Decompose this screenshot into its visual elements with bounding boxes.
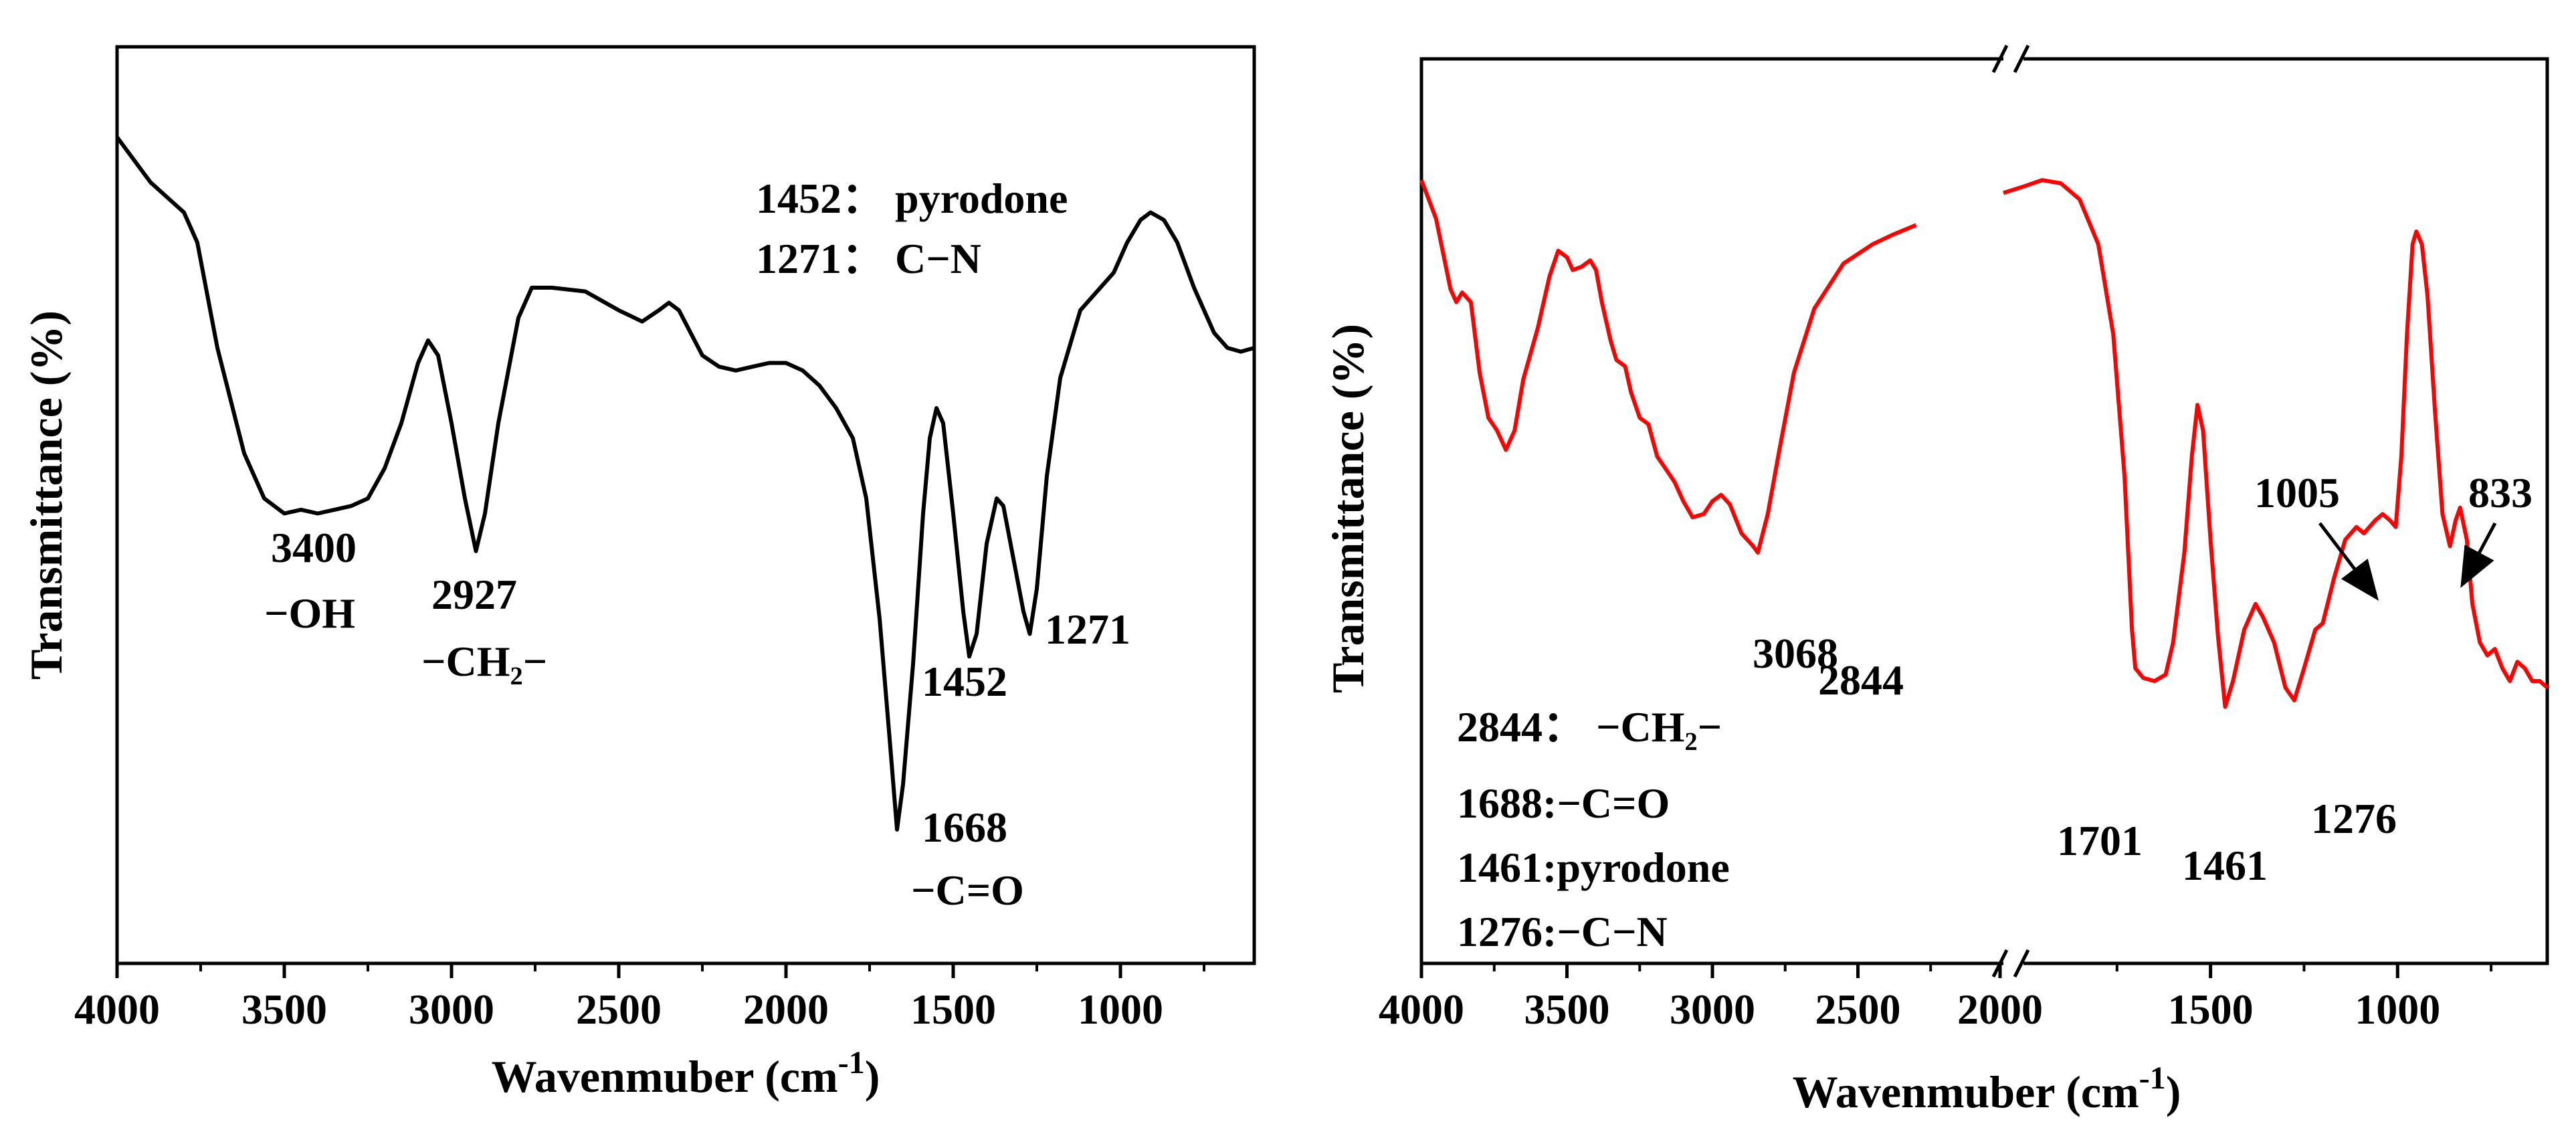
left-y-axis-title: Transmittance (%)	[21, 310, 72, 680]
left-legend-line-2: 1271： C−N	[756, 235, 981, 282]
left-label-ch2: −CH₂−	[421, 638, 547, 685]
left-x-axis-title: Wavenmuber (cm-1)	[492, 1045, 880, 1102]
right-spectrum-line-left	[1419, 179, 1917, 555]
left-panel: 4000 3500 3000 2500 2000 1500 1000 Wavenmuber …	[21, 45, 1256, 1102]
left-x-tick-label: 2000	[743, 985, 829, 1033]
left-spectrum-line	[115, 136, 1255, 832]
left-legend-line-1: 1452： pyrodone	[756, 175, 1068, 222]
right-x-tick-label: 3500	[1524, 985, 1610, 1033]
right-legend-line-1: 2844： −CH₂−	[1457, 703, 1722, 751]
left-x-tick-label: 4000	[74, 985, 160, 1033]
left-x-tick-label: 1500	[910, 985, 996, 1033]
left-label-1668: 1668	[922, 804, 1007, 851]
arrow-833	[2460, 522, 2497, 588]
right-x-tick-label: 3000	[1670, 985, 1755, 1033]
left-label-1452: 1452	[922, 658, 1007, 705]
right-y-axis-title: Transmittance (%)	[1322, 324, 1373, 693]
right-x-tick-label: 1000	[2355, 985, 2440, 1033]
right-x-ticks	[1419, 963, 2493, 978]
right-label-2844: 2844	[1818, 656, 1904, 704]
left-x-tick-labels: 4000 3500 3000 2500 2000 1500 1000	[74, 985, 1163, 1033]
right-label-3068: 3068	[1753, 630, 1838, 677]
left-x-ticks	[115, 963, 1205, 978]
right-x-tick-label: 2000	[1957, 985, 2043, 1033]
left-label-2927: 2927	[431, 571, 517, 618]
right-x-tick-label: 2500	[1815, 985, 1901, 1033]
right-plot-frame-right	[2023, 57, 2549, 965]
right-x-axis-title: Wavenmuber (cm-1)	[1793, 1060, 2181, 1117]
left-label-oh: −OH	[264, 589, 355, 637]
right-label-1461: 1461	[2182, 842, 2268, 889]
left-plot-frame	[115, 45, 1256, 965]
right-x-tick-labels: 4000 3500 3000 2500 2000 1500 1000	[1379, 985, 2440, 1033]
right-legend-line-4: 1276:−C−N	[1457, 908, 1668, 955]
right-panel: 4000 3500 3000 2500 2000 1500 1000 Wavenmuber …	[1322, 44, 2549, 1117]
left-x-tick-label: 3000	[409, 985, 494, 1033]
right-legend-line-3: 1461:pyrodone	[1457, 844, 1730, 891]
left-x-tick-label: 3500	[241, 985, 327, 1033]
right-label-833: 833	[2468, 469, 2533, 516]
right-label-1276: 1276	[2311, 795, 2397, 842]
left-label-3400: 3400	[271, 524, 357, 571]
right-x-tick-label: 4000	[1379, 985, 1464, 1033]
arrow-1005	[2318, 522, 2379, 601]
axis-break-top	[1991, 44, 2030, 74]
left-label-co: −C=O	[911, 866, 1024, 914]
left-label-1271: 1271	[1045, 605, 1130, 653]
right-x-tick-label: 1500	[2168, 985, 2254, 1033]
right-plot-frame-left	[1419, 57, 2003, 965]
right-label-1005: 1005	[2254, 469, 2340, 516]
right-spectrum-line-right	[2003, 178, 2549, 709]
right-legend-line-2: 1688:−C=O	[1457, 779, 1670, 827]
right-label-1701: 1701	[2057, 817, 2143, 864]
left-x-tick-label: 1000	[1078, 985, 1163, 1033]
left-x-tick-label: 2500	[576, 985, 662, 1033]
